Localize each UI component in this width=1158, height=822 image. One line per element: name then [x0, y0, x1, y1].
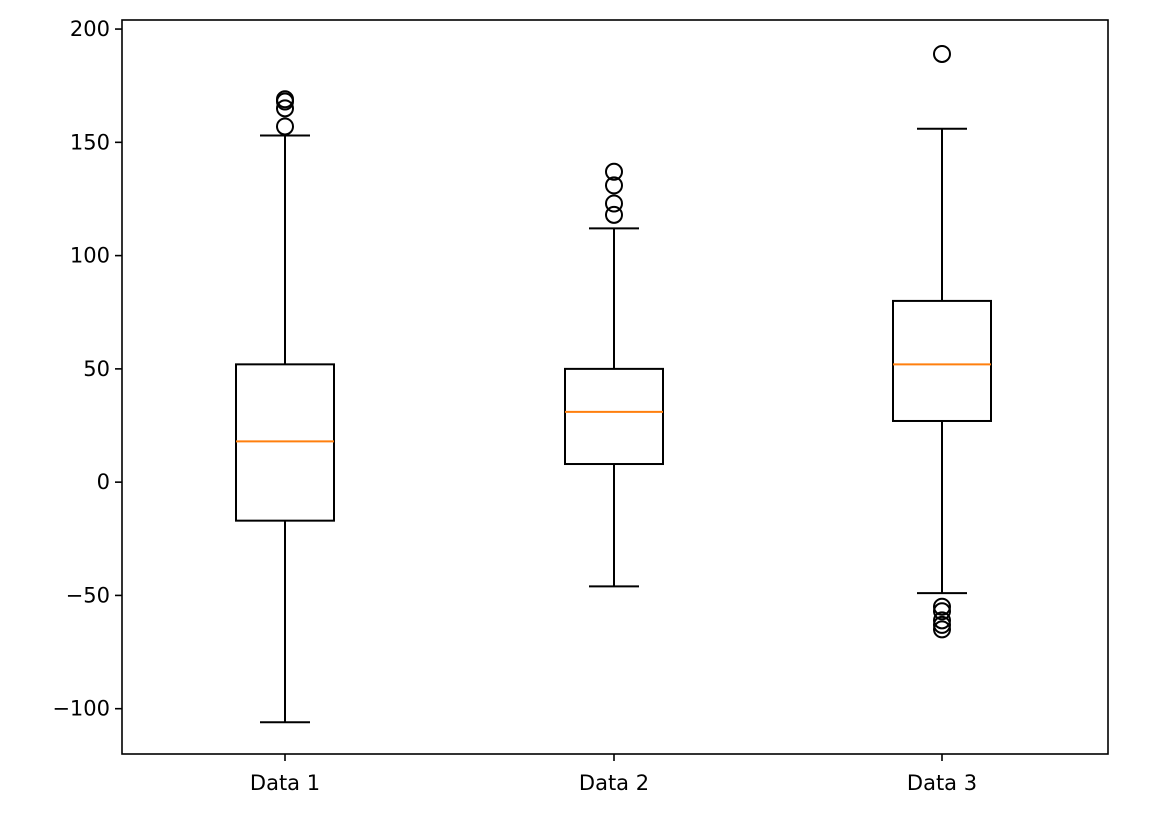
axes-frame	[121, 19, 1109, 755]
outlier-point	[933, 620, 951, 639]
outlier-point	[276, 90, 294, 109]
box-group-3	[892, 44, 992, 639]
iqr-box	[564, 367, 664, 466]
outlier-point	[933, 611, 951, 630]
y-tick-label: −50	[66, 583, 110, 607]
x-tick-label: Data 1	[250, 771, 320, 795]
x-tick-label: Data 3	[907, 771, 977, 795]
outlier-point	[933, 602, 951, 621]
plot-elements	[235, 44, 992, 724]
y-tick-label: −100	[52, 697, 110, 721]
x-tick-label: Data 2	[579, 771, 649, 795]
iqr-box	[892, 299, 992, 422]
outlier-point	[605, 194, 623, 213]
y-tick-label: 0	[97, 470, 110, 494]
box-group-1	[235, 90, 335, 724]
outlier-point	[276, 117, 294, 136]
outlier-point	[933, 615, 951, 634]
y-axis: −100 −50 0 50 100 150 200	[52, 17, 122, 721]
y-tick-label: 50	[83, 357, 110, 381]
y-tick-label: 200	[70, 17, 110, 41]
iqr-box	[235, 363, 335, 522]
y-tick-label: 150	[70, 130, 110, 154]
outlier-point	[933, 597, 951, 616]
outlier-point	[276, 99, 294, 118]
outlier-point	[933, 44, 951, 63]
outlier-point	[605, 162, 623, 181]
outlier-point	[605, 176, 623, 195]
x-axis: Data 1 Data 2 Data 3	[250, 754, 977, 795]
y-tick-label: 100	[70, 244, 110, 268]
box-group-2	[564, 162, 664, 588]
outlier-point	[605, 205, 623, 224]
